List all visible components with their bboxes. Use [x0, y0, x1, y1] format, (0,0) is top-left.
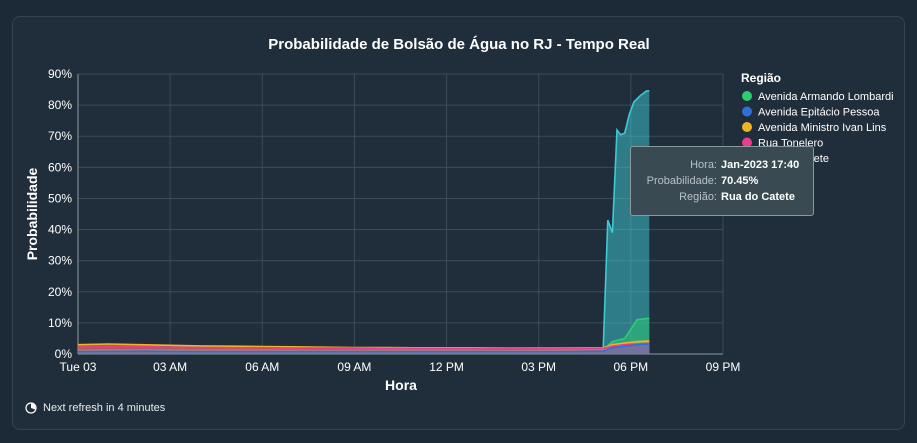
chart-card [12, 16, 905, 430]
tooltip-regiao-label: Região: [679, 191, 717, 203]
tooltip-prob-value: 70.45% [721, 175, 759, 187]
series-area [78, 90, 650, 355]
y-tick-label: 30% [48, 254, 72, 268]
refresh-status: Next refresh in 4 minutes [25, 402, 165, 414]
tooltip-row-probabilidade: Probabilidade: 70.45% [631, 173, 813, 189]
y-tick-label: 90% [48, 67, 72, 81]
x-tick-label: 09 AM [337, 360, 371, 374]
y-tick-label: 10% [48, 316, 72, 330]
legend-marker[interactable] [742, 91, 752, 101]
legend-marker[interactable] [742, 137, 752, 148]
y-tick-label: 80% [48, 98, 72, 112]
legend-item-label[interactable]: Avenida Armando Lombardi [758, 91, 894, 103]
x-tick-label: 12 PM [429, 360, 464, 374]
legend-item-label[interactable]: Avenida Epitácio Pessoa [758, 107, 880, 119]
legend-marker[interactable] [742, 106, 752, 117]
legend-item-label[interactable]: Avenida Ministro Ivan Lins [758, 122, 887, 134]
y-axis-label: Probabilidade [24, 168, 40, 261]
x-tick-label: Tue 03 [60, 360, 97, 374]
tooltip-hora-value: Jan-2023 17:40 [721, 159, 800, 171]
series-line [77, 343, 650, 353]
legend-title: Região [741, 71, 781, 85]
series-areas [77, 90, 650, 355]
y-tick-label: 50% [48, 191, 72, 205]
y-tick-label: 40% [48, 223, 72, 237]
x-tick-label: 03 AM [153, 360, 187, 374]
y-tick-label: 70% [48, 129, 72, 143]
legend-marker[interactable] [742, 122, 752, 132]
x-tick-label: 09 PM [706, 360, 741, 374]
tooltip-row-regiao: Região: Rua do Catete [631, 189, 813, 205]
x-tick-label: 03 PM [521, 360, 556, 374]
tooltip-regiao-value: Rua do Catete [721, 191, 795, 203]
x-tick-label: 06 PM [614, 360, 649, 374]
y-tick-label: 60% [48, 160, 72, 174]
tooltip-row-hora: Hora: Jan-2023 17:40 [631, 157, 813, 173]
series-line [77, 342, 650, 350]
y-tick-label: 20% [48, 285, 72, 299]
x-tick-label: 06 AM [245, 360, 279, 374]
timer-icon [25, 402, 37, 414]
chart-title: Probabilidade de Bolsão de Água no RJ - … [268, 36, 649, 53]
x-tick-labels: Tue 03 03 AM 06 AM 09 AM 12 PM 03 PM 06 PM 09 P… [60, 360, 741, 374]
y-tick-label: 0% [55, 347, 73, 361]
series-line [77, 90, 650, 352]
tooltip-prob-label: Probabilidade: [646, 175, 717, 187]
hover-tooltip: Hora: Jan-2023 17:40 Probabilidade: 70.4… [630, 146, 814, 216]
x-axis-label: Hora [385, 377, 417, 393]
y-tick-labels: 0% 10% 20% 30% 40% 50% 60% 70% 80% 90% [48, 67, 72, 361]
tooltip-hora-label: Hora: [690, 159, 717, 171]
refresh-text: Next refresh in 4 minutes [43, 402, 166, 414]
